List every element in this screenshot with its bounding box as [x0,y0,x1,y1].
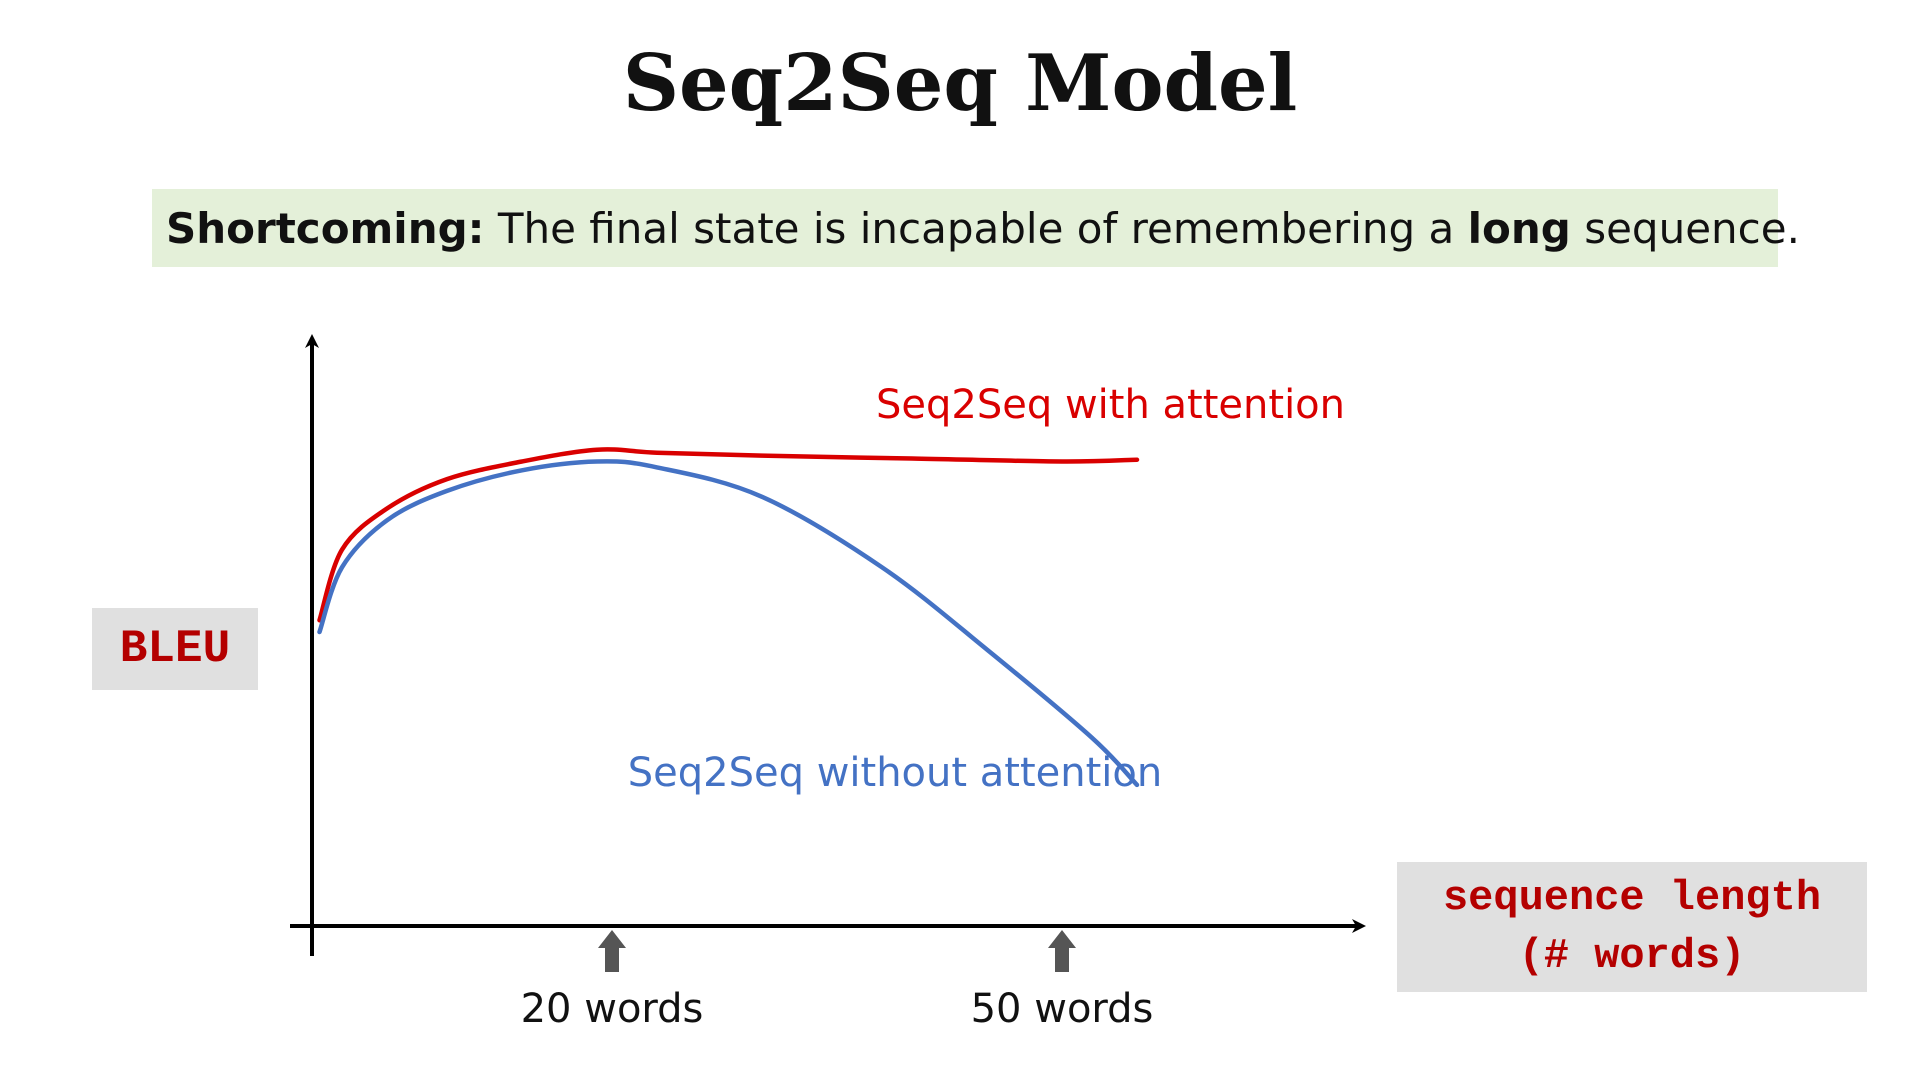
note-text-before: The final state is incapable of remember… [484,203,1468,253]
note-emphasis: long [1467,203,1571,253]
x-axis-label-line1: sequence length [1442,874,1822,922]
x-axis-label-line2: (# words) [1518,932,1746,980]
x-marker-label-2: 50 words [971,986,1154,1032]
x-axis-label: sequence length (# words) [1397,862,1867,992]
shortcoming-note: Shortcoming: The final state is incapabl… [152,189,1800,267]
x-marker-arrow-1 [598,930,626,972]
page-title: Seq2Seq Model [622,38,1298,129]
series-line-without-attention [317,459,1140,788]
note-lead: Shortcoming: [166,203,485,253]
series-line-with-attention [317,447,1140,623]
x-marker-arrow-2 [1048,930,1076,972]
series-label-with-attention: Seq2Seq with attention [876,382,1345,428]
y-axis-label: BLEU [92,608,258,690]
x-marker-label-1: 20 words [521,986,704,1032]
note-text-after: sequence. [1570,203,1800,253]
series-label-without-attention: Seq2Seq without attention [628,750,1163,796]
